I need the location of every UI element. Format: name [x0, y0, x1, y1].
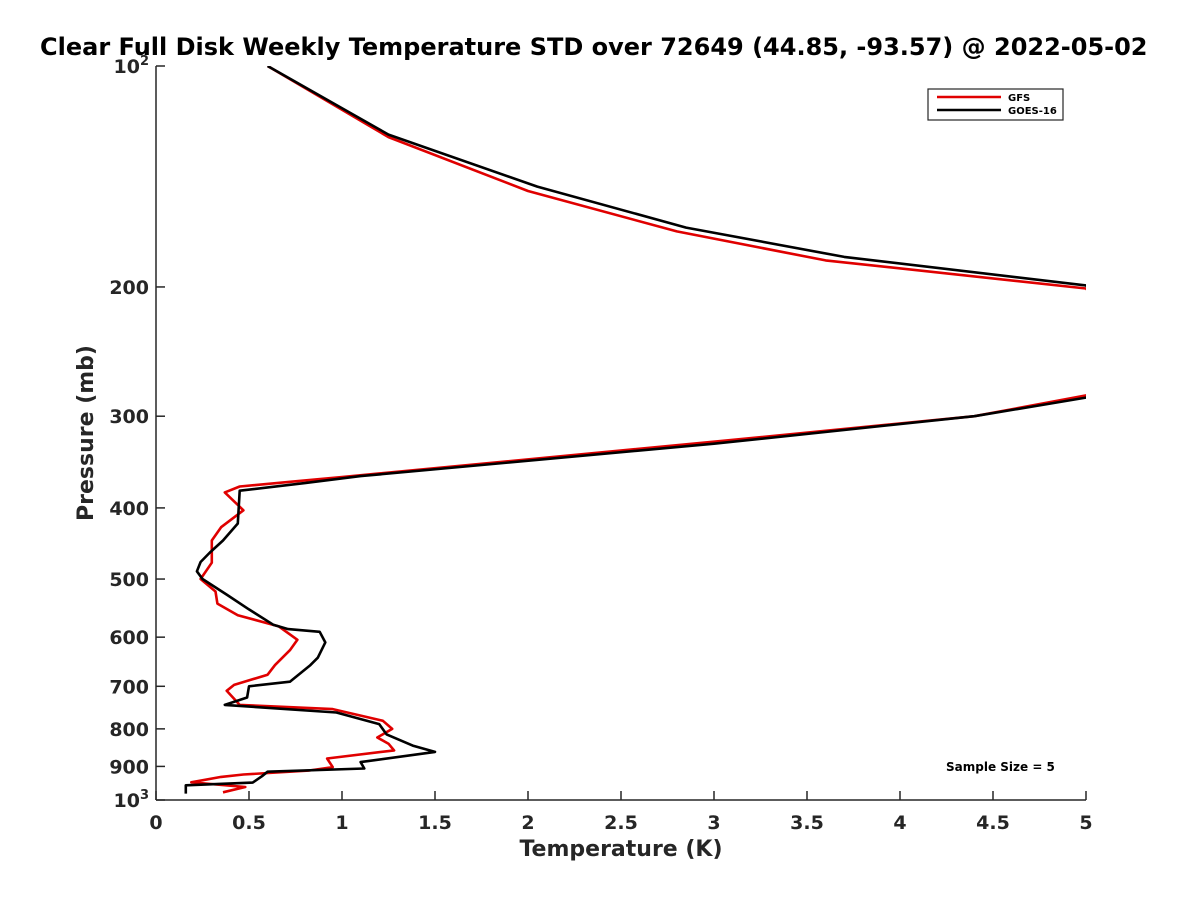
series-line-gfs: [190, 66, 1086, 794]
y-tick-label: 600: [109, 627, 149, 649]
y-tick-label: 103: [114, 788, 150, 812]
x-axis-ticks: 0 0.5 1 1.5 2 2.5 3 3.5 4 4.5 5: [149, 791, 1093, 834]
x-axis-label: Temperature (K): [519, 837, 722, 862]
y-tick-label: 400: [109, 498, 149, 520]
x-tick-label: 2.5: [604, 812, 638, 834]
series-line-goes-16: [184, 66, 1086, 794]
y-axis-label: Pressure (mb): [74, 345, 99, 521]
x-tick-label: 0.5: [232, 812, 266, 834]
legend: GFS GOES-16: [927, 88, 1064, 121]
axes: [155, 66, 1086, 801]
x-tick-label: 2: [521, 812, 534, 834]
y-axis-ticks: 102 200 300 400 500 600 700 800 900 103: [109, 54, 165, 812]
plot-area: [184, 66, 1086, 794]
x-tick-label: 4: [893, 812, 906, 834]
chart-title: Clear Full Disk Weekly Temperature STD o…: [40, 33, 1148, 61]
x-tick-label: 1: [335, 812, 348, 834]
y-tick-label: 102: [114, 54, 150, 78]
x-tick-label: 3: [707, 812, 720, 834]
x-tick-label: 0: [149, 812, 162, 834]
legend-label-gfs: GFS: [1008, 93, 1030, 104]
sample-size-annotation: Sample Size = 5: [946, 760, 1055, 774]
legend-label-goes16: GOES-16: [1008, 106, 1057, 117]
legend-box: [927, 88, 1064, 121]
y-tick-label: 900: [109, 756, 149, 778]
x-tick-label: 3.5: [790, 812, 824, 834]
y-tick-label: 200: [109, 277, 149, 299]
x-tick-label: 5: [1079, 812, 1092, 834]
x-tick-label: 4.5: [976, 812, 1010, 834]
y-tick-label: 800: [109, 719, 149, 741]
y-tick-label: 300: [109, 406, 149, 428]
y-tick-label: 700: [109, 676, 149, 698]
x-tick-label: 1.5: [418, 812, 452, 834]
y-tick-label: 500: [109, 569, 149, 591]
